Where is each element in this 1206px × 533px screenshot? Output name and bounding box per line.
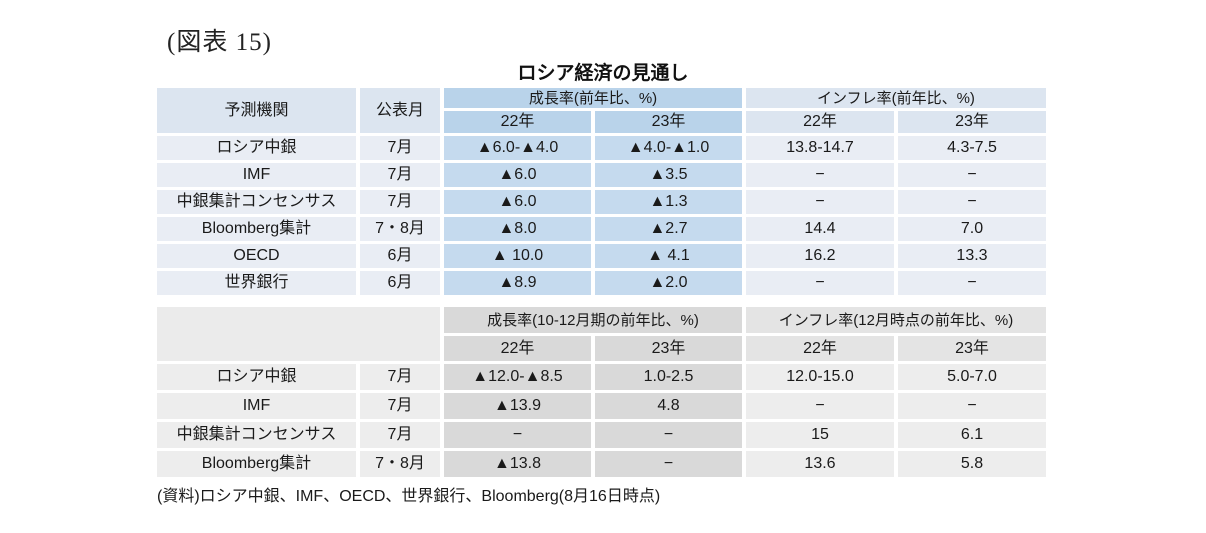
cell-growth22: ▲ 10.0 xyxy=(444,244,591,268)
cell-inflation23: 5.8 xyxy=(898,451,1046,477)
figure-label: (図表 15) xyxy=(167,29,272,56)
cell-institution: ロシア中銀 xyxy=(157,364,356,390)
header-institution: 予測機関 xyxy=(157,88,356,133)
header-growth-year22: 22年 xyxy=(444,336,591,361)
cell-inflation22: 14.4 xyxy=(746,217,894,241)
header-inflation-year22: 22年 xyxy=(746,336,894,361)
header-inflation-year22: 22年 xyxy=(746,111,894,133)
cell-growth23: ▲3.5 xyxy=(595,163,742,187)
cell-inflation22: − xyxy=(746,271,894,295)
cell-month: 7月 xyxy=(360,136,440,160)
cell-inflation23: 13.3 xyxy=(898,244,1046,268)
figure-body: ロシア経済の見通し 予測機関 公表月 成長率(前年比、%) インフレ率(前年比、… xyxy=(157,62,1049,506)
header-inflation-year23: 23年 xyxy=(898,111,1046,133)
cell-growth22: ▲12.0-▲8.5 xyxy=(444,364,591,390)
cell-institution: IMF xyxy=(157,393,356,419)
cell-growth22: − xyxy=(444,422,591,448)
table-title: ロシア経済の見通し xyxy=(517,63,689,84)
cell-month: 6月 xyxy=(360,244,440,268)
cell-growth22: ▲6.0 xyxy=(444,190,591,214)
cell-month: 7月 xyxy=(360,393,440,419)
header-growth-year23: 23年 xyxy=(595,111,742,133)
cell-month: 7月 xyxy=(360,364,440,390)
cell-growth22: ▲8.0 xyxy=(444,217,591,241)
cell-growth23: ▲2.7 xyxy=(595,217,742,241)
cell-growth22: ▲6.0-▲4.0 xyxy=(444,136,591,160)
forecast-table-q4: 成長率(10-12月期の前年比、%) インフレ率(12月時点の前年比、%) 22… xyxy=(157,307,1049,477)
cell-growth22: ▲6.0 xyxy=(444,163,591,187)
header-inflation-group: インフレ率(12月時点の前年比、%) xyxy=(746,307,1046,333)
cell-month: 7・8月 xyxy=(360,217,440,241)
blank-header-cell xyxy=(157,307,440,361)
source-note: (資料)ロシア中銀、IMF、OECD、世界銀行、Bloomberg(8月16日時… xyxy=(157,488,661,505)
cell-growth23: ▲4.0-▲1.0 xyxy=(595,136,742,160)
cell-month: 7月 xyxy=(360,190,440,214)
cell-growth22: ▲8.9 xyxy=(444,271,591,295)
cell-institution: IMF xyxy=(157,163,356,187)
cell-month: 7月 xyxy=(360,163,440,187)
cell-inflation22: 13.8-14.7 xyxy=(746,136,894,160)
header-growth-group: 成長率(前年比、%) xyxy=(444,88,742,108)
cell-inflation22: − xyxy=(746,393,894,419)
cell-institution: 中銀集計コンセンサス xyxy=(157,422,356,448)
header-growth-year23: 23年 xyxy=(595,336,742,361)
cell-inflation23: 7.0 xyxy=(898,217,1046,241)
cell-inflation22: − xyxy=(746,190,894,214)
cell-institution: Bloomberg集計 xyxy=(157,217,356,241)
cell-institution: ロシア中銀 xyxy=(157,136,356,160)
cell-growth23: − xyxy=(595,422,742,448)
cell-institution: Bloomberg集計 xyxy=(157,451,356,477)
cell-institution: OECD xyxy=(157,244,356,268)
cell-inflation22: 15 xyxy=(746,422,894,448)
header-inflation-group: インフレ率(前年比、%) xyxy=(746,88,1046,108)
cell-month: 6月 xyxy=(360,271,440,295)
cell-growth23: ▲ 4.1 xyxy=(595,244,742,268)
cell-inflation23: − xyxy=(898,163,1046,187)
forecast-table-annual: 予測機関 公表月 成長率(前年比、%) インフレ率(前年比、%) 22年 23年… xyxy=(157,88,1049,295)
header-growth-group: 成長率(10-12月期の前年比、%) xyxy=(444,307,742,333)
cell-institution: 中銀集計コンセンサス xyxy=(157,190,356,214)
cell-growth23: 4.8 xyxy=(595,393,742,419)
cell-inflation23: 6.1 xyxy=(898,422,1046,448)
cell-growth23: ▲2.0 xyxy=(595,271,742,295)
header-inflation-year23: 23年 xyxy=(898,336,1046,361)
cell-inflation23: − xyxy=(898,393,1046,419)
header-month: 公表月 xyxy=(360,88,440,133)
cell-growth23: − xyxy=(595,451,742,477)
cell-institution: 世界銀行 xyxy=(157,271,356,295)
cell-inflation22: 16.2 xyxy=(746,244,894,268)
cell-inflation22: 12.0-15.0 xyxy=(746,364,894,390)
cell-growth22: ▲13.8 xyxy=(444,451,591,477)
header-growth-year22: 22年 xyxy=(444,111,591,133)
cell-inflation22: 13.6 xyxy=(746,451,894,477)
cell-inflation23: − xyxy=(898,190,1046,214)
cell-month: 7月 xyxy=(360,422,440,448)
cell-month: 7・8月 xyxy=(360,451,440,477)
cell-growth23: ▲1.3 xyxy=(595,190,742,214)
cell-inflation23: 5.0-7.0 xyxy=(898,364,1046,390)
cell-growth22: ▲13.9 xyxy=(444,393,591,419)
cell-inflation22: − xyxy=(746,163,894,187)
cell-inflation23: 4.3-7.5 xyxy=(898,136,1046,160)
cell-inflation23: − xyxy=(898,271,1046,295)
cell-growth23: 1.0-2.5 xyxy=(595,364,742,390)
